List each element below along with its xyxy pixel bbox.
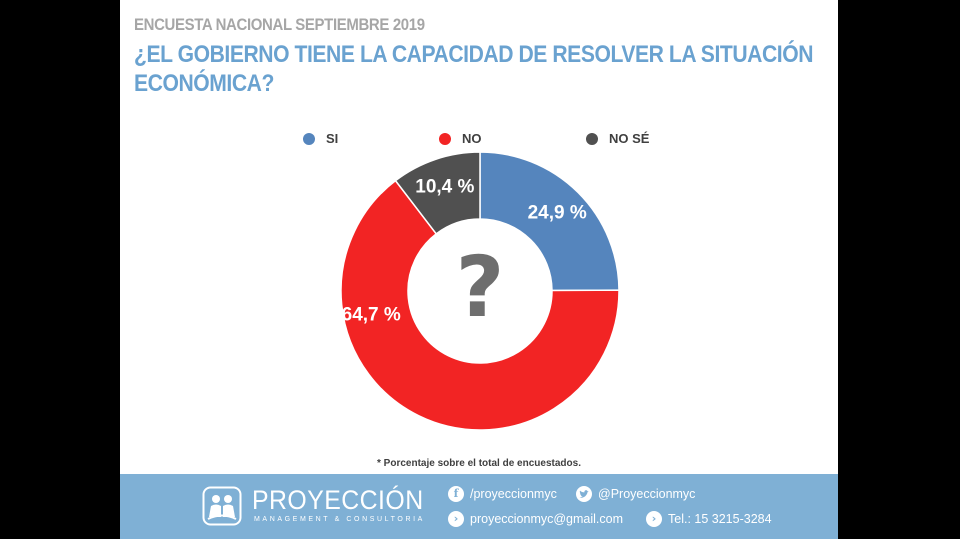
legend-swatch-si xyxy=(303,132,315,145)
chevron-right-icon: › xyxy=(448,511,464,527)
legend-item-no: NO xyxy=(439,131,482,146)
footnote: * Porcentaje sobre el total de encuestad… xyxy=(377,458,581,469)
twitter-handle: @Proyeccionmyc xyxy=(598,487,696,501)
legend-swatch-no-se xyxy=(586,132,598,145)
data-label-no-se: 10,4 % xyxy=(415,176,474,197)
chart-legend: SI NO NO SÉ xyxy=(120,131,838,149)
brand-tagline: MANAGEMENT & CONSULTORIA xyxy=(254,516,425,523)
phone-number: Tel.: 15 3215-3284 xyxy=(668,512,772,526)
donut-slice-no-se xyxy=(394,151,481,235)
proyeccion-logo-icon xyxy=(202,486,242,526)
facebook-contact[interactable]: f /proyeccionmyc xyxy=(448,486,557,502)
twitter-contact[interactable]: @Proyeccionmyc xyxy=(576,486,695,502)
legend-label-no: NO xyxy=(462,131,482,146)
facebook-handle: /proyeccionmyc xyxy=(470,487,557,501)
legend-item-si: SI xyxy=(303,131,338,146)
footer-bar: PROYECCIÓN MANAGEMENT & CONSULTORIA f /p… xyxy=(120,474,838,539)
survey-kicker: ENCUESTA NACIONAL SEPTIEMBRE 2019 xyxy=(134,15,425,34)
chevron-right-icon: › xyxy=(646,511,662,527)
phone-contact[interactable]: › Tel.: 15 3215-3284 xyxy=(646,511,772,527)
twitter-icon xyxy=(576,486,592,502)
legend-label-si: SI xyxy=(326,131,339,146)
slide: ENCUESTA NACIONAL SEPTIEMBRE 2019 ¿EL GO… xyxy=(120,0,838,539)
donut-slice-si xyxy=(479,151,620,292)
email-contact[interactable]: › proyeccionmyc@gmail.com xyxy=(448,511,623,527)
data-label-si: 24,9 % xyxy=(528,202,587,223)
brand-name: PROYECCIÓN xyxy=(252,485,424,515)
legend-label-no-se: NO SÉ xyxy=(609,131,650,146)
chart-title-line-2: ECONÓMICA? xyxy=(134,70,274,97)
donut-slice-no xyxy=(340,179,620,431)
chart-title-line-1: ¿EL GOBIERNO TIENE LA CAPACIDAD DE RESOL… xyxy=(134,41,814,68)
email-address: proyeccionmyc@gmail.com xyxy=(470,512,624,526)
legend-swatch-no xyxy=(439,132,451,145)
legend-item-no-se: NO SÉ xyxy=(586,131,649,146)
facebook-icon: f xyxy=(448,486,464,502)
donut-chart: 24,9 % 64,7 % 10,4 %? xyxy=(340,151,620,431)
chart-title: ¿EL GOBIERNO TIENE LA CAPACIDAD DE RESOL… xyxy=(134,40,814,98)
data-label-no: 64,7 % xyxy=(342,304,401,325)
center-question-mark: ? xyxy=(456,238,505,336)
